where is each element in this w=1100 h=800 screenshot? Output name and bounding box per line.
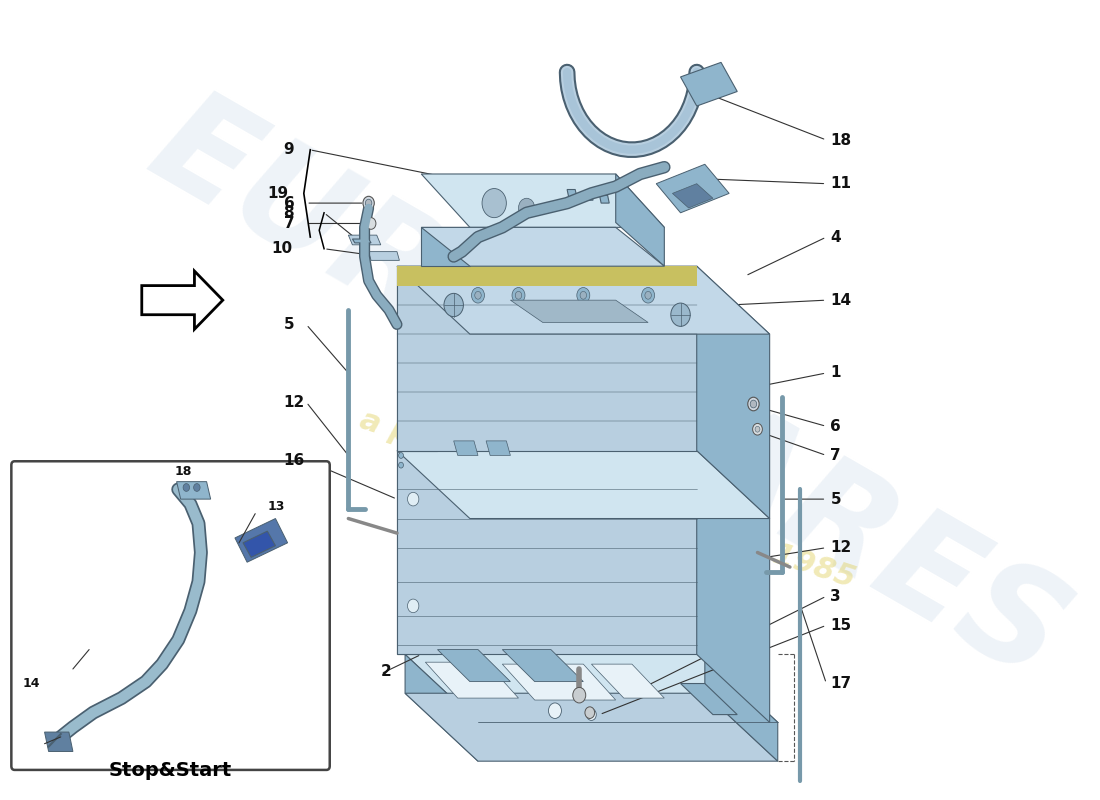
Circle shape — [671, 303, 691, 326]
Polygon shape — [705, 654, 778, 761]
Circle shape — [398, 462, 404, 468]
Text: 4: 4 — [830, 230, 842, 245]
Circle shape — [407, 492, 419, 506]
Text: 6: 6 — [284, 195, 295, 210]
Circle shape — [580, 291, 586, 299]
Polygon shape — [696, 266, 770, 518]
Circle shape — [641, 287, 654, 303]
Polygon shape — [672, 184, 713, 208]
Text: 19: 19 — [267, 186, 288, 201]
Polygon shape — [352, 239, 371, 243]
Polygon shape — [349, 235, 381, 245]
Text: 16: 16 — [284, 453, 305, 468]
Text: 5: 5 — [284, 317, 294, 332]
Circle shape — [512, 287, 525, 303]
Polygon shape — [405, 694, 778, 761]
Polygon shape — [583, 193, 593, 200]
Text: 7: 7 — [284, 216, 294, 231]
Polygon shape — [426, 662, 518, 698]
Polygon shape — [568, 190, 576, 198]
Circle shape — [576, 287, 590, 303]
Circle shape — [645, 291, 651, 299]
Circle shape — [444, 294, 463, 317]
Text: 7: 7 — [830, 448, 842, 463]
Polygon shape — [142, 271, 223, 330]
Polygon shape — [397, 266, 696, 450]
Polygon shape — [45, 732, 73, 751]
Circle shape — [586, 709, 596, 721]
Text: EUROSPARES: EUROSPARES — [128, 76, 1088, 709]
Polygon shape — [405, 654, 778, 722]
Circle shape — [363, 196, 374, 210]
Text: 15: 15 — [830, 618, 851, 633]
Polygon shape — [438, 650, 510, 682]
Circle shape — [407, 599, 419, 613]
Polygon shape — [503, 664, 616, 700]
Polygon shape — [405, 654, 478, 761]
Text: 12: 12 — [284, 394, 305, 410]
Polygon shape — [397, 266, 438, 450]
Circle shape — [748, 398, 759, 411]
Circle shape — [365, 199, 372, 207]
Text: 18: 18 — [830, 133, 851, 147]
Circle shape — [755, 426, 760, 432]
Text: 14: 14 — [830, 293, 851, 308]
Text: 17: 17 — [830, 676, 851, 691]
Polygon shape — [243, 531, 275, 558]
Polygon shape — [397, 266, 696, 286]
Polygon shape — [397, 450, 770, 518]
Circle shape — [194, 483, 200, 491]
Circle shape — [752, 423, 762, 435]
Text: 1: 1 — [830, 366, 840, 381]
Text: 5: 5 — [830, 492, 842, 506]
Text: a passion for parts since 1985: a passion for parts since 1985 — [356, 405, 859, 593]
Text: 14: 14 — [23, 677, 41, 690]
Polygon shape — [397, 450, 696, 654]
Circle shape — [472, 287, 484, 303]
Polygon shape — [681, 62, 737, 106]
Polygon shape — [503, 650, 583, 682]
FancyBboxPatch shape — [11, 462, 330, 770]
Text: 6: 6 — [830, 419, 842, 434]
Text: 9: 9 — [284, 142, 294, 158]
Polygon shape — [368, 252, 399, 260]
Text: 2: 2 — [381, 664, 392, 679]
Polygon shape — [235, 518, 287, 562]
Polygon shape — [421, 227, 470, 266]
Text: 18: 18 — [174, 466, 191, 478]
Text: 10: 10 — [272, 242, 293, 256]
Circle shape — [549, 703, 561, 718]
Circle shape — [475, 291, 481, 299]
Polygon shape — [616, 174, 664, 266]
Circle shape — [573, 687, 585, 703]
Polygon shape — [696, 450, 770, 722]
Text: 11: 11 — [830, 176, 851, 191]
Text: 12: 12 — [830, 540, 851, 555]
Polygon shape — [510, 300, 648, 322]
Polygon shape — [592, 664, 664, 698]
Circle shape — [398, 453, 404, 458]
Text: 13: 13 — [267, 500, 285, 514]
Text: 3: 3 — [830, 589, 842, 604]
Circle shape — [750, 400, 757, 408]
Circle shape — [585, 707, 595, 718]
Polygon shape — [600, 195, 609, 203]
Polygon shape — [421, 174, 664, 227]
Circle shape — [515, 291, 521, 299]
Circle shape — [482, 189, 506, 218]
Polygon shape — [177, 482, 210, 499]
Polygon shape — [453, 441, 478, 455]
Text: Stop&Start: Stop&Start — [109, 762, 232, 780]
Circle shape — [366, 218, 376, 230]
Polygon shape — [397, 450, 438, 654]
Text: 8: 8 — [284, 206, 294, 220]
Polygon shape — [657, 164, 729, 213]
Polygon shape — [681, 683, 737, 714]
Circle shape — [518, 198, 535, 218]
Polygon shape — [397, 266, 770, 334]
Polygon shape — [421, 227, 664, 266]
Polygon shape — [486, 441, 510, 455]
Circle shape — [183, 483, 189, 491]
